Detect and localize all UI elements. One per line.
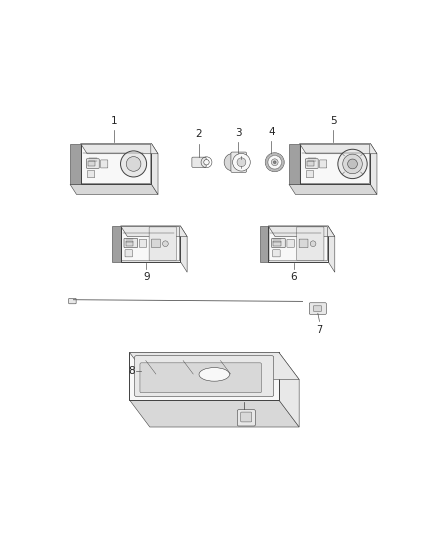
Circle shape [233,154,250,171]
Circle shape [204,159,209,165]
FancyBboxPatch shape [139,239,147,247]
FancyBboxPatch shape [305,159,318,168]
Ellipse shape [199,368,230,381]
FancyBboxPatch shape [101,160,108,168]
FancyBboxPatch shape [88,171,95,177]
FancyBboxPatch shape [307,161,314,166]
FancyBboxPatch shape [149,227,176,261]
Circle shape [265,153,284,172]
FancyBboxPatch shape [320,160,327,168]
FancyBboxPatch shape [241,412,251,422]
Polygon shape [289,143,300,184]
FancyBboxPatch shape [125,250,132,257]
Polygon shape [70,184,158,195]
Polygon shape [81,143,152,184]
Polygon shape [300,143,377,154]
Text: 7: 7 [316,325,323,335]
Circle shape [338,149,367,179]
FancyBboxPatch shape [299,239,308,248]
Polygon shape [70,143,81,184]
FancyBboxPatch shape [134,356,274,397]
Circle shape [348,159,357,169]
Circle shape [224,154,242,171]
Polygon shape [268,226,335,237]
Text: 2: 2 [196,130,202,140]
Circle shape [343,154,362,174]
Text: 5: 5 [330,116,336,126]
Polygon shape [130,352,279,400]
Polygon shape [328,226,335,272]
Polygon shape [130,352,299,379]
Circle shape [271,159,278,166]
Text: 1: 1 [111,116,117,126]
FancyBboxPatch shape [231,152,247,172]
FancyBboxPatch shape [86,159,99,168]
Polygon shape [279,352,299,427]
Polygon shape [260,226,268,262]
FancyBboxPatch shape [309,303,326,314]
Polygon shape [120,226,187,237]
FancyBboxPatch shape [192,157,206,167]
FancyBboxPatch shape [237,410,255,426]
Text: 4: 4 [268,127,275,137]
Circle shape [120,151,147,177]
FancyBboxPatch shape [272,238,285,248]
FancyBboxPatch shape [287,239,294,247]
Text: 3: 3 [235,128,241,138]
Text: 6: 6 [291,271,297,281]
FancyBboxPatch shape [152,239,160,248]
Polygon shape [113,226,120,262]
Circle shape [273,161,276,164]
FancyBboxPatch shape [69,298,76,304]
Circle shape [126,157,141,171]
Polygon shape [268,226,328,262]
FancyBboxPatch shape [273,250,280,257]
Polygon shape [120,226,180,262]
Polygon shape [289,184,377,195]
FancyBboxPatch shape [88,161,95,166]
Circle shape [162,241,168,247]
Circle shape [310,241,316,247]
Polygon shape [81,143,158,154]
FancyBboxPatch shape [124,238,138,248]
Polygon shape [130,400,299,427]
FancyBboxPatch shape [126,241,133,246]
FancyBboxPatch shape [273,241,281,246]
FancyBboxPatch shape [297,227,324,261]
FancyBboxPatch shape [314,306,321,311]
Circle shape [237,158,246,167]
Polygon shape [152,143,158,195]
FancyBboxPatch shape [307,171,314,177]
Text: 8: 8 [128,366,134,376]
FancyBboxPatch shape [140,363,261,393]
Circle shape [268,156,282,169]
Polygon shape [371,143,377,195]
Text: 9: 9 [143,271,150,281]
Polygon shape [180,226,187,272]
Polygon shape [300,143,371,184]
